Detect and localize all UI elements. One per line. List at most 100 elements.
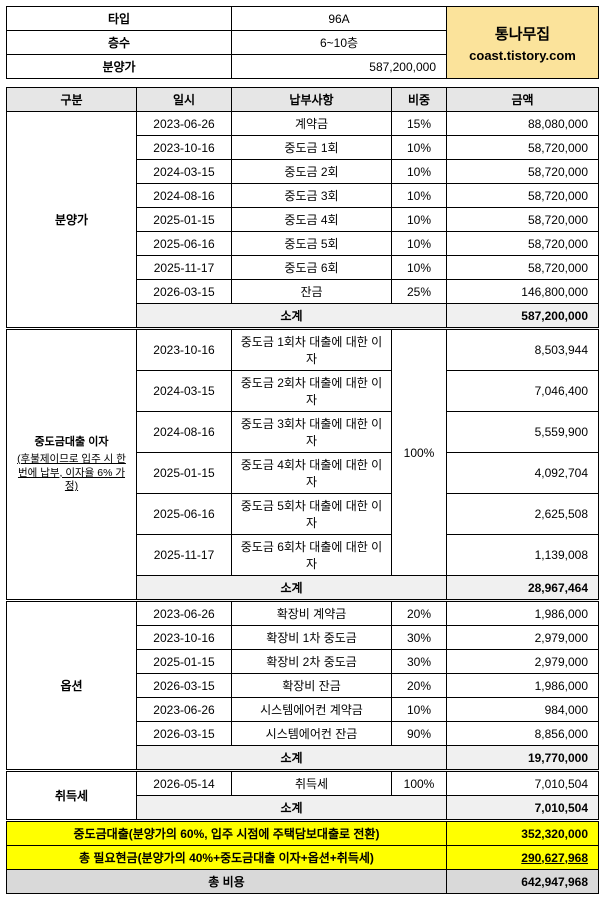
- top-header-table: 타입 96A 통나무집 coast.tistory.com 층수 6~10층 분…: [6, 6, 599, 79]
- footer-total-label: 총 비용: [7, 870, 447, 894]
- cell-item: 중도금 3회: [232, 184, 392, 208]
- subtotal-label: 소계: [137, 576, 447, 601]
- cell-ratio: 10%: [392, 160, 447, 184]
- cell-amount: 1,139,008: [447, 535, 599, 576]
- cell-item: 취득세: [232, 771, 392, 796]
- cell-ratio: 30%: [392, 650, 447, 674]
- cell-date: 2026-05-14: [137, 771, 232, 796]
- cell-amount: 7,010,504: [447, 771, 599, 796]
- subtotal-amount: 7,010,504: [447, 796, 599, 820]
- cell-item: 확장비 잔금: [232, 674, 392, 698]
- col-date: 일시: [137, 88, 232, 112]
- cell-amount: 2,625,508: [447, 494, 599, 535]
- cell-date: 2026-03-15: [137, 280, 232, 304]
- cell-date: 2024-08-16: [137, 412, 232, 453]
- cell-ratio: 15%: [392, 112, 447, 136]
- cell-item: 중도금 2회차 대출에 대한 이자: [232, 371, 392, 412]
- subtotal-amount: 28,967,464: [447, 576, 599, 601]
- cell-item: 확장비 1차 중도금: [232, 626, 392, 650]
- cell-ratio: 25%: [392, 280, 447, 304]
- cell-ratio: 30%: [392, 626, 447, 650]
- brand-box: 통나무집 coast.tistory.com: [447, 7, 599, 79]
- cell-item: 중도금 6회차 대출에 대한 이자: [232, 535, 392, 576]
- cell-ratio-merged: 100%: [392, 329, 447, 576]
- brand-title: 통나무집: [453, 23, 592, 44]
- cell-date: 2023-10-16: [137, 626, 232, 650]
- cell-amount: 2,979,000: [447, 626, 599, 650]
- footer-total-amount: 642,947,968: [447, 870, 599, 894]
- cell-amount: 58,720,000: [447, 160, 599, 184]
- section-label: 옵션: [7, 601, 137, 771]
- footer-cash-label: 총 필요현금(분양가의 40%+중도금대출 이자+옵션+취득세): [7, 846, 447, 870]
- cell-amount: 4,092,704: [447, 453, 599, 494]
- cell-item: 잔금: [232, 280, 392, 304]
- cell-date: 2024-08-16: [137, 184, 232, 208]
- cell-ratio: 20%: [392, 601, 447, 626]
- cell-amount: 58,720,000: [447, 256, 599, 280]
- cell-ratio: 10%: [392, 184, 447, 208]
- cell-ratio: 10%: [392, 232, 447, 256]
- cell-date: 2023-10-16: [137, 329, 232, 371]
- cell-amount: 88,080,000: [447, 112, 599, 136]
- cell-amount: 7,046,400: [447, 371, 599, 412]
- subtotal-label: 소계: [137, 796, 447, 820]
- cell-date: 2023-06-26: [137, 112, 232, 136]
- cell-item: 시스템에어컨 계약금: [232, 698, 392, 722]
- cell-item: 확장비 계약금: [232, 601, 392, 626]
- cell-ratio: 20%: [392, 674, 447, 698]
- cell-ratio: 10%: [392, 136, 447, 160]
- cell-item: 중도금 1회차 대출에 대한 이자: [232, 329, 392, 371]
- footer-row-cash: 총 필요현금(분양가의 40%+중도금대출 이자+옵션+취득세) 290,627…: [7, 846, 599, 870]
- cell-item: 중도금 4회: [232, 208, 392, 232]
- cell-date: 2024-03-15: [137, 160, 232, 184]
- cell-date: 2026-03-15: [137, 722, 232, 746]
- cell-date: 2023-06-26: [137, 601, 232, 626]
- cell-amount: 8,503,944: [447, 329, 599, 371]
- cell-amount: 8,856,000: [447, 722, 599, 746]
- table-row: 분양가2023-06-26계약금15%88,080,000: [7, 112, 599, 136]
- cell-amount: 58,720,000: [447, 136, 599, 160]
- cell-item: 중도금 2회: [232, 160, 392, 184]
- cell-date: 2023-06-26: [137, 698, 232, 722]
- cell-item: 확장비 2차 중도금: [232, 650, 392, 674]
- cell-date: 2025-01-15: [137, 650, 232, 674]
- main-table: 구분 일시 납부사항 비중 금액 분양가2023-06-26계약금15%88,0…: [6, 87, 599, 820]
- col-amount: 금액: [447, 88, 599, 112]
- cell-amount: 58,720,000: [447, 184, 599, 208]
- cell-amount: 2,979,000: [447, 650, 599, 674]
- cell-ratio: 10%: [392, 208, 447, 232]
- footer-row-total: 총 비용 642,947,968: [7, 870, 599, 894]
- col-ratio: 비중: [392, 88, 447, 112]
- cell-item: 시스템에어컨 잔금: [232, 722, 392, 746]
- cell-date: 2025-06-16: [137, 232, 232, 256]
- brand-url: coast.tistory.com: [453, 48, 592, 63]
- column-headers: 구분 일시 납부사항 비중 금액: [7, 88, 599, 112]
- col-item: 납부사항: [232, 88, 392, 112]
- subtotal-amount: 19,770,000: [447, 746, 599, 771]
- cell-date: 2023-10-16: [137, 136, 232, 160]
- label-floor: 층수: [7, 31, 232, 55]
- cell-date: 2025-06-16: [137, 494, 232, 535]
- label-type: 타입: [7, 7, 232, 31]
- table-row: 취득세2026-05-14취득세100%7,010,504: [7, 771, 599, 796]
- cell-ratio: 10%: [392, 256, 447, 280]
- footer-loan-label: 중도금대출(분양가의 60%, 입주 시점에 주택담보대출로 전환): [7, 821, 447, 846]
- cell-date: 2025-11-17: [137, 256, 232, 280]
- cell-date: 2025-01-15: [137, 208, 232, 232]
- cell-ratio: 90%: [392, 722, 447, 746]
- cell-amount: 146,800,000: [447, 280, 599, 304]
- value-price: 587,200,000: [232, 55, 447, 79]
- footer-row-loan: 중도금대출(분양가의 60%, 입주 시점에 주택담보대출로 전환) 352,3…: [7, 821, 599, 846]
- table-row: 옵션2023-06-26확장비 계약금20%1,986,000: [7, 601, 599, 626]
- section-label: 중도금대출 이자(후불제이므로 입주 시 한 번에 납부, 이자율 6% 가정): [7, 329, 137, 601]
- cell-item: 중도금 4회차 대출에 대한 이자: [232, 453, 392, 494]
- cell-date: 2025-11-17: [137, 535, 232, 576]
- cell-amount: 984,000: [447, 698, 599, 722]
- label-price: 분양가: [7, 55, 232, 79]
- cell-item: 중도금 3회차 대출에 대한 이자: [232, 412, 392, 453]
- subtotal-label: 소계: [137, 304, 447, 329]
- cell-item: 중도금 6회: [232, 256, 392, 280]
- table-row: 중도금대출 이자(후불제이므로 입주 시 한 번에 납부, 이자율 6% 가정)…: [7, 329, 599, 371]
- cell-amount: 58,720,000: [447, 232, 599, 256]
- cell-ratio: 10%: [392, 698, 447, 722]
